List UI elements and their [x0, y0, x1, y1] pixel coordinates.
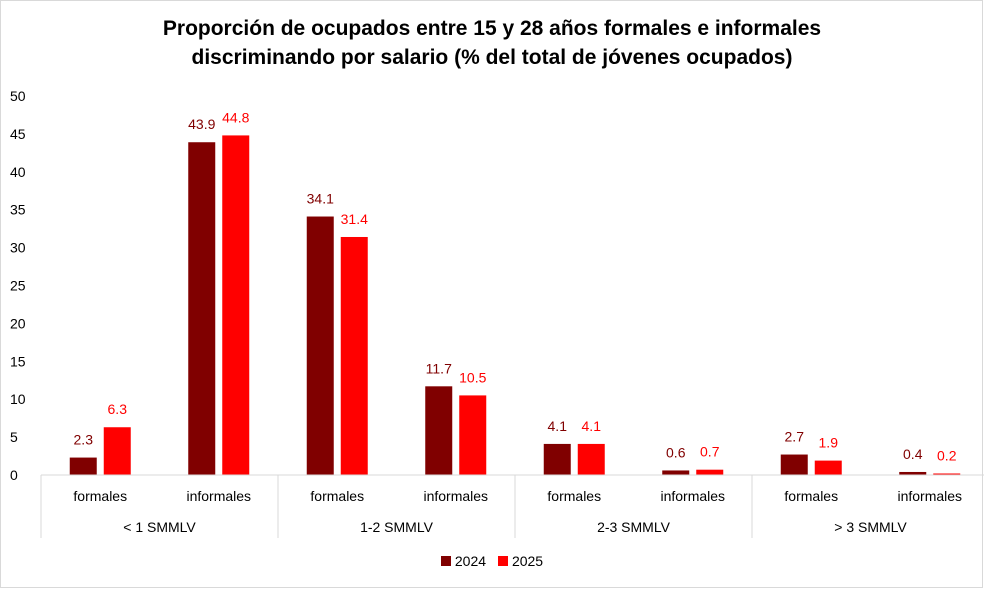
legend-swatch-2024	[440, 556, 451, 566]
legend-item-2024: 2024	[440, 553, 487, 569]
data-label-2025: 10.5	[459, 369, 486, 385]
bar-2024	[306, 216, 334, 475]
legend-label-2024: 2024	[454, 553, 487, 569]
data-label-2024: 34.1	[307, 191, 334, 207]
category-label: informales	[897, 488, 962, 504]
bar-2025	[933, 473, 961, 475]
bars	[69, 135, 961, 475]
data-label-2024: 4.1	[548, 418, 568, 434]
bar-2025	[577, 443, 605, 475]
bar-2024	[780, 454, 808, 475]
category-label: informales	[660, 488, 725, 504]
data-label-2024: 2.3	[74, 432, 94, 448]
group-label: > 3 SMMLV	[834, 519, 907, 535]
data-label-2025: 0.7	[700, 444, 720, 460]
bar-2024	[69, 457, 97, 475]
data-label-2025: 1.9	[819, 435, 839, 451]
category-label: informales	[186, 488, 251, 504]
bar-2025	[696, 469, 724, 475]
data-label-2025: 4.1	[582, 418, 602, 434]
bar-2025	[222, 135, 250, 475]
data-label-2024: 0.6	[666, 444, 686, 460]
bar-2024	[543, 443, 571, 475]
bar-2024	[188, 142, 216, 475]
chart-title-line-1: Proporción de ocupados entre 15 y 28 año…	[162, 17, 822, 40]
legend-swatch-2025	[497, 556, 508, 566]
data-label-2024: 2.7	[785, 429, 805, 445]
y-tick-label: 35	[10, 202, 26, 218]
group-label: < 1 SMMLV	[123, 519, 196, 535]
bar-2025	[814, 460, 842, 475]
category-label: formales	[784, 488, 838, 504]
legend-label-2025: 2025	[511, 553, 544, 569]
data-label-2024: 0.4	[903, 446, 923, 462]
bar-2024	[425, 386, 453, 475]
y-tick-label: 5	[10, 429, 18, 445]
y-tick-label: 20	[10, 315, 26, 331]
data-label-2025: 31.4	[341, 211, 368, 227]
y-tick-label: 0	[10, 467, 18, 483]
y-tick-label: 45	[10, 126, 26, 142]
data-label-2025: 0.2	[937, 447, 957, 463]
bar-2025	[340, 236, 368, 475]
group-label: 2-3 SMMLV	[597, 519, 671, 535]
x-axis: formales informales formales informales form…	[40, 474, 984, 538]
group-label: 1-2 SMMLV	[360, 519, 434, 535]
chart-title-line-2: discriminando por salario (% del total d…	[191, 46, 793, 69]
bar-2025	[103, 427, 131, 475]
y-tick-label: 50	[10, 88, 26, 104]
y-tick-label: 40	[10, 164, 26, 180]
y-tick-label: 30	[10, 240, 26, 256]
data-label-2025: 44.8	[222, 109, 249, 125]
y-tick-label: 15	[10, 353, 26, 369]
data-label-2024: 11.7	[426, 360, 452, 376]
category-label: informales	[423, 488, 488, 504]
data-label-2024: 43.9	[188, 116, 215, 132]
bar-2024	[899, 471, 927, 475]
category-label: formales	[73, 488, 127, 504]
bar-2025	[459, 395, 487, 475]
y-tick-label: 10	[10, 391, 26, 407]
category-label: formales	[310, 488, 364, 504]
chart-title: Proporción de ocupados entre 15 y 28 año…	[0, 14, 984, 72]
y-tick-label: 25	[10, 278, 26, 294]
y-axis: 0 5 10 15 20 25 30 35 40 45 50	[10, 88, 26, 483]
data-label-2025: 6.3	[108, 401, 128, 417]
data-labels: 2.3 6.3 43.9 44.8 34.1 31.4 11.7 10.5 4.1 4.1 0.6 0…	[74, 109, 957, 463]
legend: 2024 2025	[0, 553, 984, 569]
legend-item-2025: 2025	[497, 553, 544, 569]
bar-2024	[662, 470, 690, 475]
category-label: formales	[547, 488, 601, 504]
